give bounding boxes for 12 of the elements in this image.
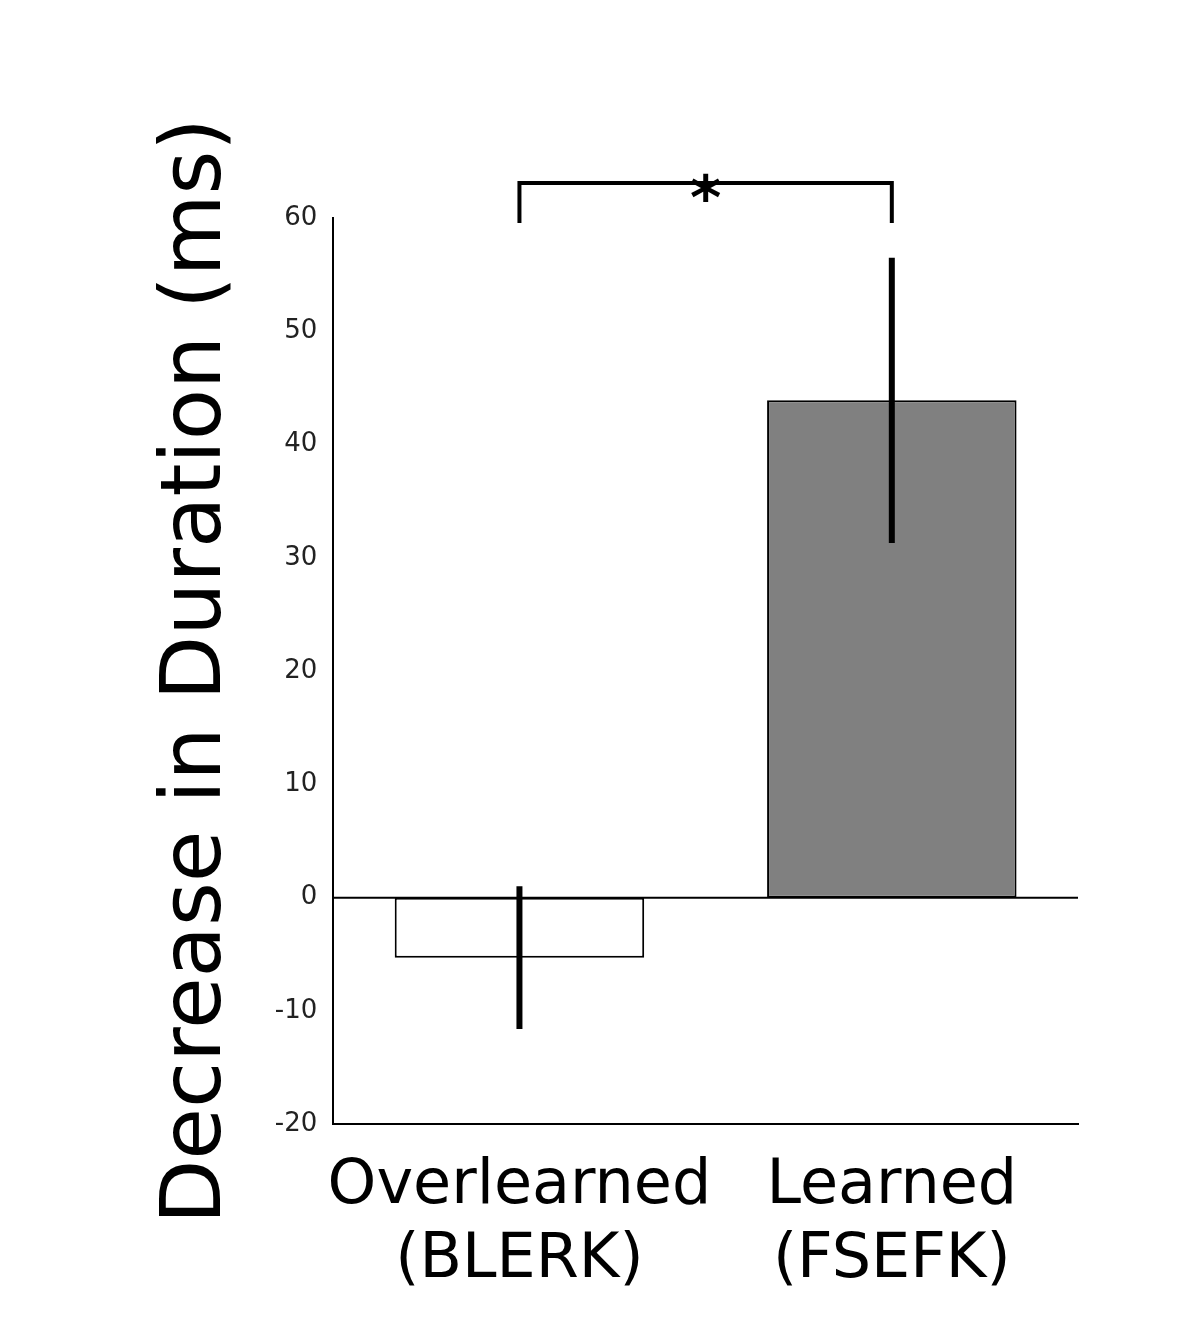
y-tick-label: -20	[274, 1106, 318, 1137]
x-tick-label: Overlearned (BLERK)	[327, 1144, 712, 1292]
y-axis-title: Decrease in Duration (ms)	[142, 117, 241, 1225]
y-tick-label: 50	[284, 314, 318, 345]
y-tick-label: 40	[284, 427, 318, 458]
y-tick-label: 60	[284, 200, 318, 231]
y-tick-label: 0	[300, 880, 318, 911]
y-tick-label: 30	[284, 540, 318, 571]
x-tick-label: Learned (FSEFK)	[766, 1144, 1018, 1292]
y-tick-label: 20	[284, 653, 318, 684]
y-tick-label: 10	[284, 767, 318, 798]
y-tick-label: -10	[274, 993, 318, 1024]
